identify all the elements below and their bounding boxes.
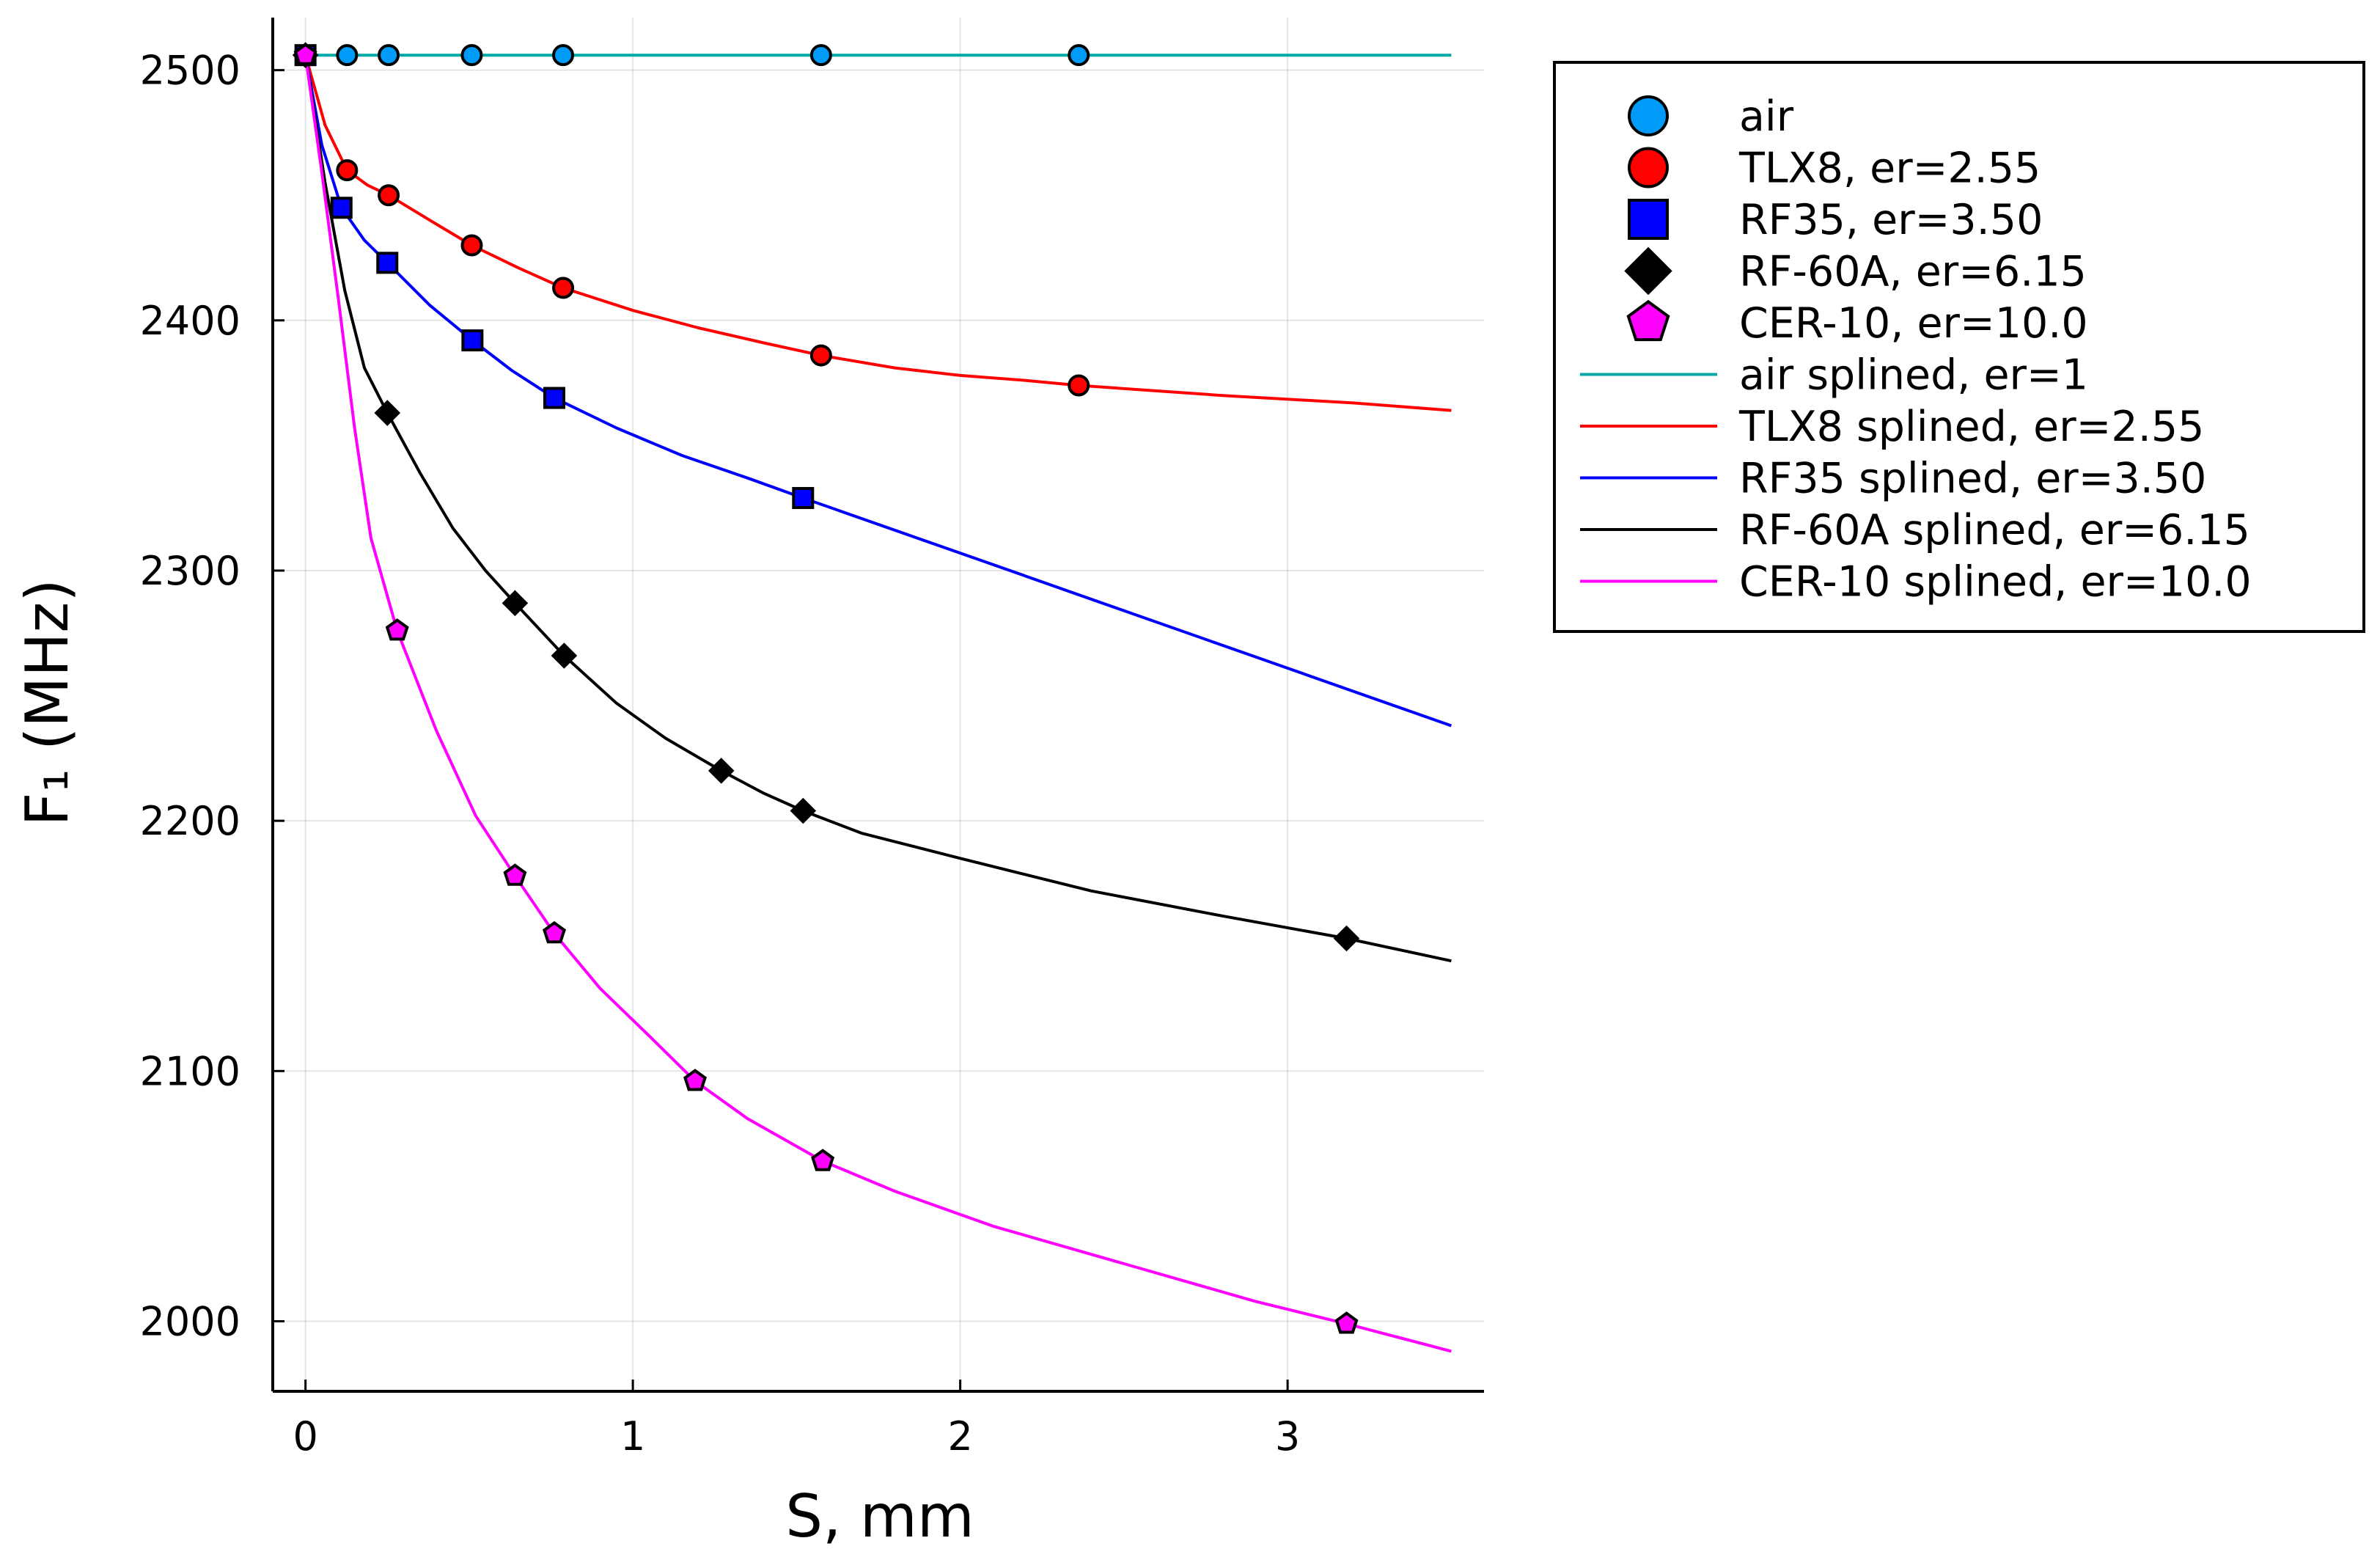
- data-point-rf35: [543, 387, 565, 409]
- data-point-rf-60a: [502, 590, 529, 617]
- data-point-tlx8: [336, 159, 359, 182]
- data-point-tlx8: [809, 344, 832, 367]
- data-point-air: [336, 44, 359, 67]
- legend-label: RF35, er=3.50: [1739, 196, 2043, 244]
- legend-marker-cer-10: [1626, 299, 1670, 342]
- data-point-rf-60a: [790, 797, 817, 824]
- data-point-rf35: [330, 197, 353, 219]
- data-point-cer-10: [293, 43, 317, 65]
- series-line-4: [304, 54, 1452, 1353]
- legend-label: TLX8, er=2.55: [1738, 144, 2041, 193]
- legend-marker-tlx8: [1628, 147, 1669, 188]
- series-markers: [292, 42, 1360, 1334]
- axes: [271, 18, 1484, 1393]
- data-point-rf35: [792, 487, 815, 510]
- data-point-air: [1068, 44, 1090, 67]
- legend-box: [1553, 61, 2365, 633]
- legend-label: RF35 splined, er=3.50: [1739, 455, 2206, 503]
- legend-label: RF-60A, er=6.15: [1739, 248, 2087, 296]
- y-axis-title: F₁ (MHz): [13, 579, 81, 826]
- data-point-cer-10: [385, 618, 409, 641]
- data-point-air: [460, 44, 483, 67]
- x-tick-label: 2: [947, 1413, 972, 1460]
- data-point-cer-10: [543, 920, 566, 944]
- data-point-rf35: [376, 252, 399, 274]
- data-point-air: [378, 44, 400, 67]
- legend-label: RF-60A splined, er=6.15: [1739, 506, 2250, 554]
- x-tick-label: 0: [293, 1413, 317, 1460]
- y-tick-label: 2500: [140, 48, 240, 94]
- data-point-rf-60a: [374, 400, 401, 426]
- x-axis-title: S, mm: [785, 1482, 974, 1550]
- data-point-cer-10: [811, 1149, 835, 1171]
- y-tick-label: 2000: [140, 1298, 240, 1344]
- x-tick-label: 1: [620, 1413, 645, 1460]
- data-point-air: [809, 44, 832, 67]
- data-point-rf-60a: [708, 758, 735, 784]
- legend-marker-air: [1628, 95, 1669, 136]
- y-tick-label: 2200: [140, 798, 240, 844]
- data-point-cer-10: [503, 863, 527, 886]
- y-tick-label: 2100: [140, 1048, 240, 1094]
- legend-marker-rf35: [1628, 199, 1669, 240]
- data-point-air: [552, 44, 575, 67]
- legend-label: CER-10, er=10.0: [1739, 299, 2088, 348]
- y-tick-label: 2400: [140, 298, 240, 344]
- legend-label: TLX8 splined, er=2.55: [1738, 403, 2204, 451]
- data-point-cer-10: [683, 1069, 707, 1091]
- legend-label: CER-10 splined, er=10.0: [1739, 558, 2252, 607]
- x-tick-label: 3: [1275, 1413, 1300, 1460]
- data-point-tlx8: [1068, 374, 1090, 397]
- legend-label: air: [1739, 92, 1794, 141]
- data-point-tlx8: [378, 184, 400, 207]
- ticks: 0 1 2 3 2000 2100 2200 2300 2400 2500: [140, 48, 1301, 1460]
- data-point-rf-60a: [1333, 925, 1360, 952]
- data-point-tlx8: [552, 277, 575, 299]
- y-tick-label: 2300: [140, 548, 240, 594]
- data-point-cer-10: [1334, 1311, 1359, 1334]
- data-point-tlx8: [460, 234, 483, 257]
- data-point-rf35: [461, 329, 484, 352]
- legend-label: air splined, er=1: [1739, 351, 2088, 400]
- legend-marker-rf-60a: [1624, 246, 1672, 296]
- series-line-3: [304, 54, 1452, 963]
- data-point-rf-60a: [551, 642, 578, 669]
- grid: [273, 18, 1484, 1391]
